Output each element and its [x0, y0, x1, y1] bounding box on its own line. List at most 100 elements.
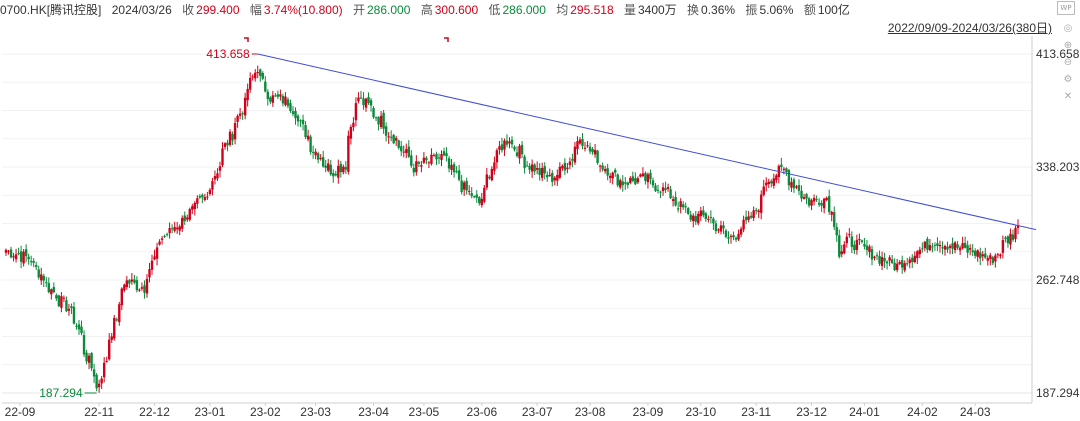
- candle-body: [374, 117, 378, 119]
- candle-body: [938, 244, 942, 247]
- candle-body: [883, 257, 886, 262]
- candle-body: [150, 260, 154, 270]
- candle-body: [45, 282, 48, 284]
- candle-body: [908, 259, 911, 263]
- candle-body: [266, 91, 270, 100]
- candle-body: [500, 144, 504, 151]
- candle-body: [269, 97, 272, 102]
- candle-body: [276, 94, 280, 97]
- candle-body: [805, 194, 808, 199]
- candle-body: [344, 167, 348, 170]
- candle-body: [125, 280, 129, 288]
- candle-body: [503, 140, 506, 150]
- candle-body: [29, 261, 33, 263]
- candle-body: [183, 215, 186, 222]
- candle-body: [916, 251, 919, 259]
- avg-price: 均 295.518: [556, 3, 614, 17]
- candle-body: [984, 253, 987, 258]
- candle-body: [238, 113, 242, 116]
- candle-body: [611, 172, 614, 179]
- candle-body: [845, 236, 849, 244]
- candle-body: [676, 208, 680, 210]
- candle-body: [186, 217, 189, 220]
- candle-body: [87, 355, 91, 363]
- candle-body: [591, 148, 594, 153]
- candle-body: [128, 280, 131, 284]
- candle-body: [123, 284, 126, 291]
- candle-body: [77, 324, 81, 330]
- candle-body: [60, 296, 63, 308]
- candle-body: [948, 245, 952, 248]
- candle-body: [729, 235, 733, 238]
- candle-body: [561, 165, 564, 169]
- candle-body: [601, 165, 604, 170]
- candle-body: [284, 96, 287, 105]
- candle-body: [636, 178, 640, 183]
- candle-body: [437, 157, 441, 159]
- candle-body: [976, 250, 979, 257]
- candle-body: [389, 136, 393, 138]
- candle-body: [485, 174, 489, 188]
- candle-body: [445, 153, 448, 157]
- settings-icon[interactable]: ⚙: [1063, 74, 1073, 85]
- candle-body: [379, 115, 383, 128]
- close-price: 收 299.400: [182, 3, 240, 17]
- candle-body: [689, 214, 692, 220]
- zoom-out-icon[interactable]: ⊖: [1063, 57, 1073, 68]
- candle-body: [314, 151, 317, 156]
- candle-body: [921, 248, 924, 250]
- candle-body: [324, 165, 327, 168]
- candle-body: [405, 149, 408, 153]
- candle-body: [588, 146, 592, 152]
- candle-body: [631, 176, 635, 182]
- candle-body: [201, 194, 204, 198]
- candle-body: [231, 133, 234, 141]
- y-tick-label: 413.658: [1036, 47, 1080, 61]
- candle-body: [795, 186, 798, 188]
- candle-body: [1016, 225, 1020, 229]
- date-range[interactable]: 2022/09/09-2024/03/26(380日): [887, 21, 1052, 35]
- candle-body: [956, 244, 959, 248]
- target-icon[interactable]: ◎: [1063, 23, 1073, 34]
- candle-body: [576, 141, 579, 149]
- candle-body: [979, 252, 982, 259]
- candle-body: [329, 164, 332, 175]
- candle-body: [178, 226, 181, 231]
- x-tick-label: 23-08: [575, 405, 606, 419]
- candle-body: [440, 154, 443, 160]
- candle-body: [100, 378, 103, 384]
- candle-body: [455, 171, 458, 173]
- candle-body: [752, 210, 755, 218]
- candle-body: [817, 202, 821, 205]
- x-tick-label: 23-07: [522, 405, 553, 419]
- y-axis: 413.658 338.203 262.748 187.294: [1036, 47, 1080, 400]
- candle-body: [578, 139, 582, 144]
- candle-body: [780, 164, 783, 168]
- stock-code[interactable]: 0700.HK[腾讯控股]: [0, 3, 102, 17]
- candle-body: [468, 190, 471, 192]
- candle-body: [1011, 234, 1015, 240]
- candle-body: [153, 256, 156, 260]
- x-tick-label: 23-04: [358, 405, 389, 419]
- candle-body: [14, 254, 18, 260]
- candle-body: [659, 191, 662, 193]
- candle-body: [1009, 233, 1012, 245]
- candle-body: [382, 112, 385, 129]
- candle-body: [246, 88, 249, 101]
- candle-body: [442, 151, 446, 156]
- candle-body: [616, 174, 619, 186]
- wp-icon[interactable]: WP: [1057, 1, 1075, 15]
- candle-body: [362, 98, 365, 106]
- close-icon[interactable]: ✕: [1063, 91, 1073, 102]
- candle-body: [196, 198, 199, 204]
- x-tick-label: 23-05: [409, 405, 440, 419]
- candle-body: [815, 199, 818, 201]
- zoom-in-icon[interactable]: ⊕: [1063, 40, 1073, 51]
- x-tick-label: 24-02: [907, 405, 938, 419]
- candle-body: [792, 179, 796, 189]
- candle-body: [913, 255, 916, 263]
- flag-marker: [244, 37, 249, 42]
- annotations: 413.658 187.294: [39, 37, 449, 400]
- candle-body: [953, 242, 957, 251]
